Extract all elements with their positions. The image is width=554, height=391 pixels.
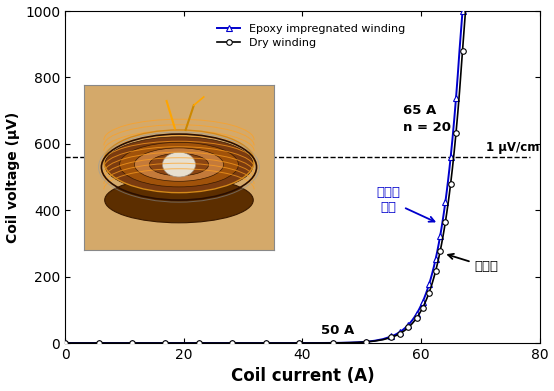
Text: 65 A: 65 A — [403, 104, 437, 117]
Text: 에폭시
함침: 에폭시 함침 — [376, 186, 434, 222]
Legend: Epoxy impregnated winding, Dry winding: Epoxy impregnated winding, Dry winding — [213, 20, 409, 52]
Text: 1 μV/cm: 1 μV/cm — [486, 141, 540, 154]
X-axis label: Coil current (A): Coil current (A) — [230, 368, 374, 386]
Dry winding — [363, 339, 370, 344]
Epoxy impregnated winding — [62, 341, 69, 345]
Dry winding — [465, 9, 472, 13]
Epoxy impregnated winding — [394, 331, 401, 336]
Epoxy impregnated winding — [363, 339, 370, 344]
Dry winding — [439, 235, 446, 240]
Dry winding — [394, 332, 401, 337]
Text: 비함침: 비함침 — [448, 254, 499, 273]
Text: n = 20: n = 20 — [403, 121, 451, 134]
Dry winding — [179, 341, 186, 345]
Dry winding — [62, 341, 69, 345]
Epoxy impregnated winding — [465, 9, 472, 13]
Epoxy impregnated winding — [271, 341, 278, 345]
Dry winding — [220, 341, 227, 345]
Y-axis label: Coil voltage (μV): Coil voltage (μV) — [6, 111, 19, 243]
Dry winding — [271, 341, 278, 345]
Epoxy impregnated winding — [459, 9, 466, 13]
Epoxy impregnated winding — [179, 341, 186, 345]
Text: 50 A: 50 A — [321, 324, 355, 337]
Epoxy impregnated winding — [220, 341, 227, 345]
Line: Epoxy impregnated winding: Epoxy impregnated winding — [62, 8, 471, 346]
Dry winding — [462, 9, 469, 13]
Line: Dry winding: Dry winding — [62, 8, 471, 346]
Epoxy impregnated winding — [439, 218, 446, 222]
